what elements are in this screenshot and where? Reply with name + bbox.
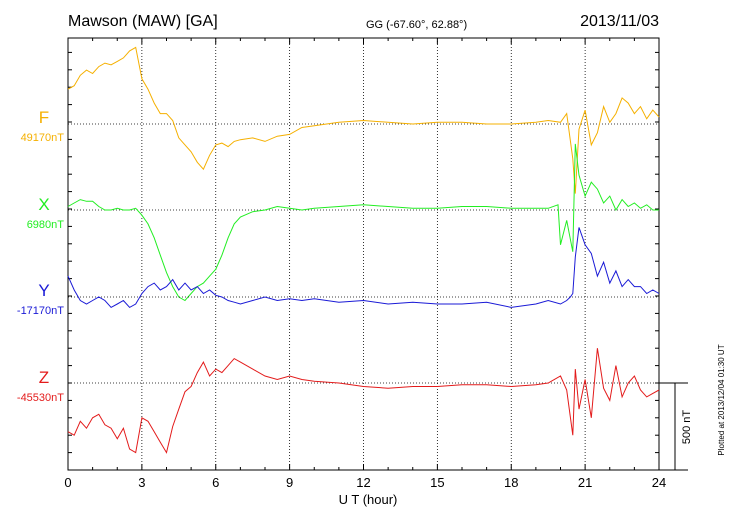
series-baseline-label-y: -17170nT [17,305,64,317]
x-tick-labels: 0 3 6 9 12 15 18 21 24 [64,475,666,490]
series-line-f [67,46,660,194]
series-name-y: Y [38,281,49,300]
x-tick-label: 6 [212,475,219,490]
x-tick-label: 3 [138,475,145,490]
scale-bar-label: 500 nT [681,410,693,445]
series-name-x: X [38,195,49,214]
x-tick-label: 12 [356,475,370,490]
x-axis-label: U T (hour) [339,492,398,507]
x-tick-label: 21 [578,475,592,490]
x-tick-label: 9 [286,475,293,490]
series-baseline-label-x: 6980nT [27,219,65,231]
vertical-grid [141,38,586,470]
plotted-at-note: Plotted at 2013/12/04 01:30 UT [717,344,726,455]
series-line-y [67,227,660,309]
coordinates-label: GG (-67.60°, 62.88°) [366,19,467,31]
scale-bar: 500 nT [659,382,693,471]
series-baseline-label-f: 49170nT [21,132,65,144]
series-name-f: F [39,108,49,127]
x-tick-label: 15 [430,475,444,490]
series-name-z: Z [39,368,49,387]
x-tick-label: 18 [504,475,518,490]
station-title: Mawson (MAW) [GA] [68,13,218,30]
series-baseline-label-z: -45530nT [17,392,64,404]
series-line-z [67,348,660,454]
series-layer: F 49170nT X 6980nT Y -17170nT Z -45530nT [17,46,660,454]
x-tick-label: 0 [64,475,71,490]
date-label: 2013/11/03 [580,13,659,30]
x-tick-label: 24 [652,475,666,490]
series-line-x [67,143,659,302]
